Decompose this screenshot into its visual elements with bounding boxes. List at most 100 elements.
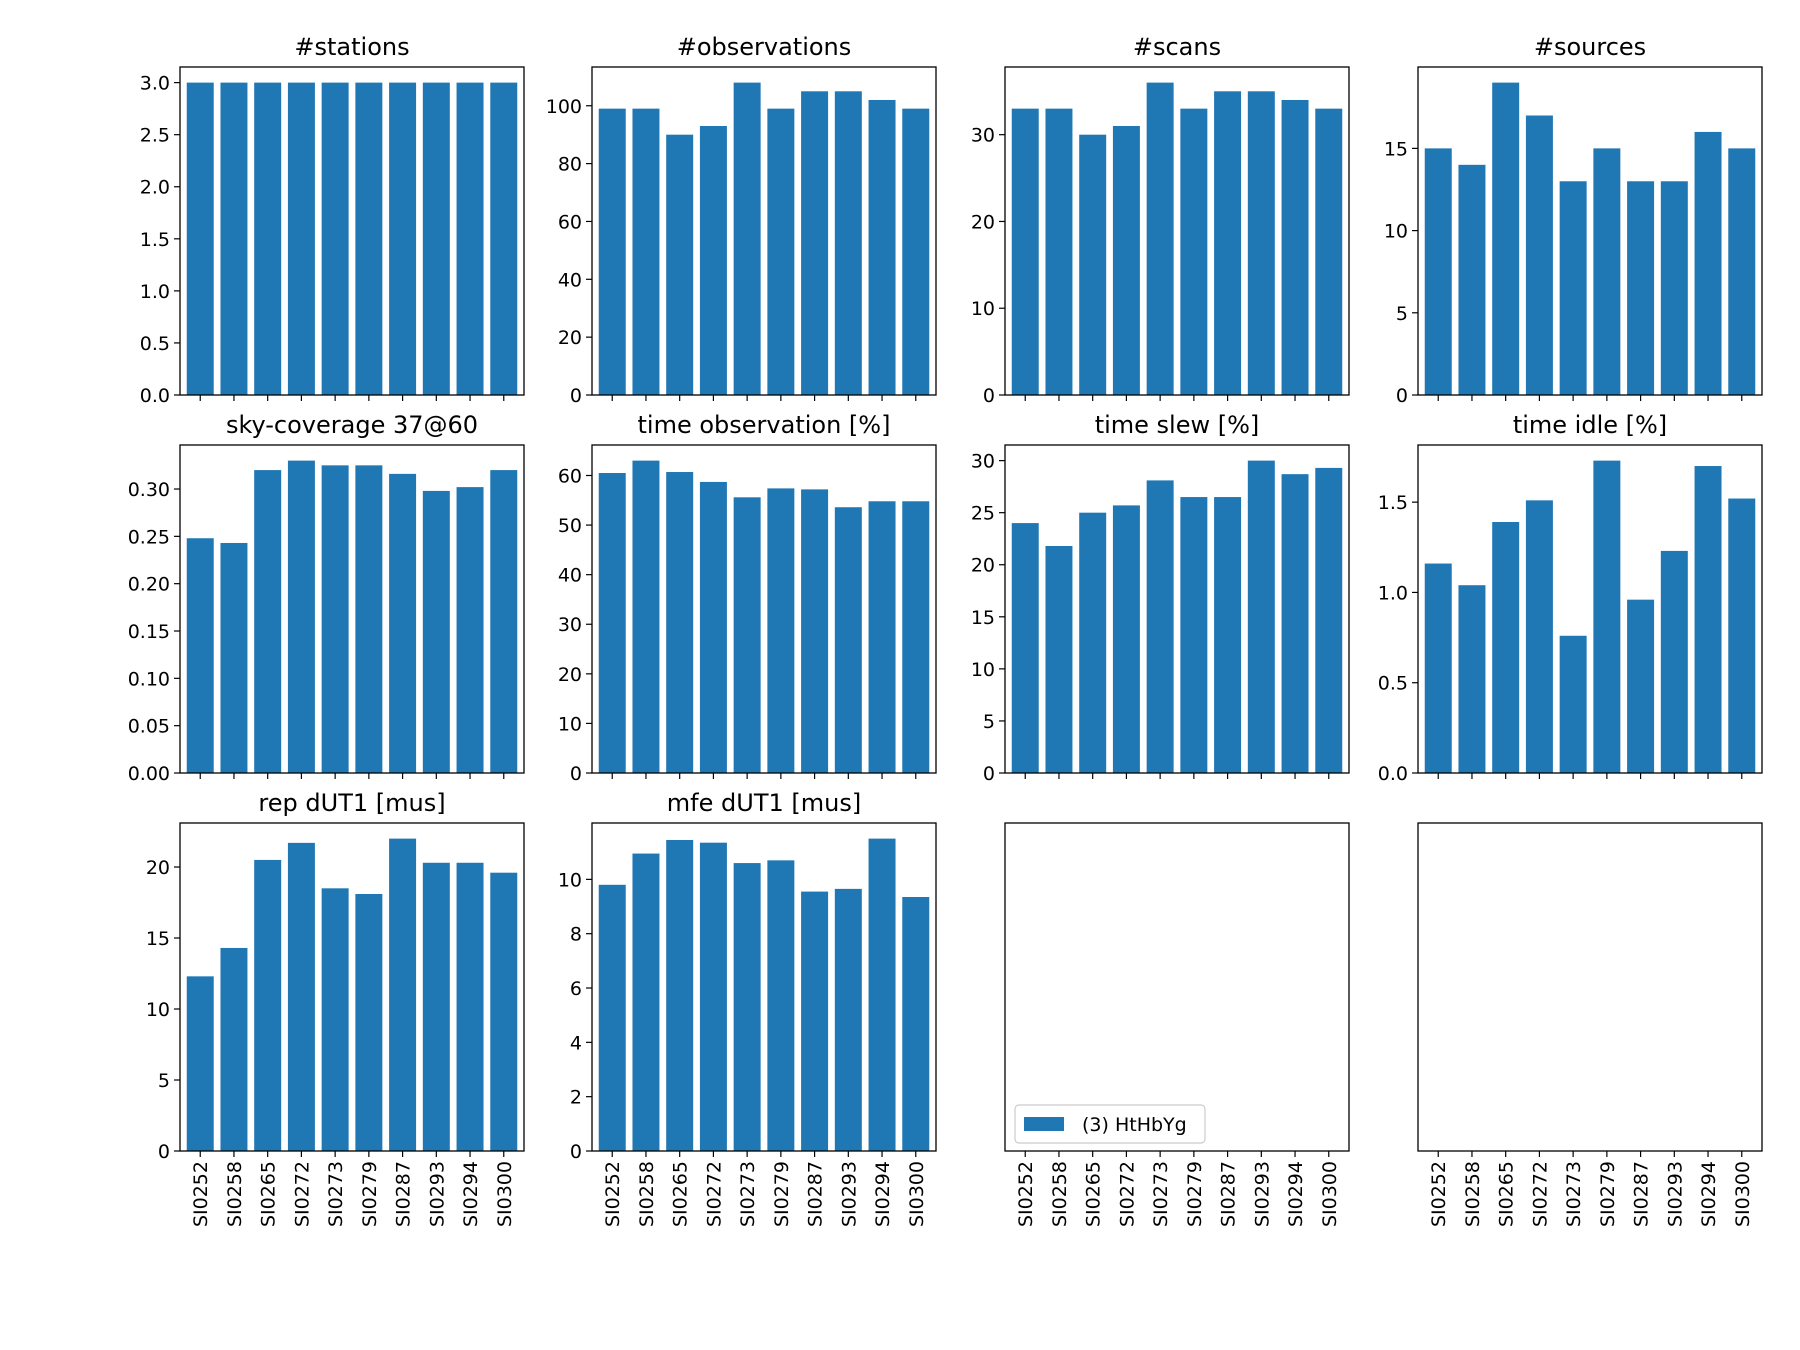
subplot-title: rep dUT1 [mus] bbox=[258, 789, 445, 817]
y-tick-label: 20 bbox=[558, 664, 582, 686]
legend-label: (3) HtHbYg bbox=[1082, 1114, 1187, 1136]
subplot-4: 0 5 10 15 #sources bbox=[1384, 33, 1763, 407]
y-tick-label: 80 bbox=[558, 154, 582, 176]
bar-SI0265 bbox=[1492, 522, 1520, 773]
y-tick-label: 0.15 bbox=[128, 621, 170, 643]
axes-frame bbox=[1004, 444, 1350, 774]
bar-SI0273 bbox=[321, 82, 349, 396]
bar-SI0287 bbox=[1214, 91, 1242, 396]
x-tick-label-SI0272: SI0272 bbox=[291, 1161, 313, 1227]
y-tick-label: 0.5 bbox=[1378, 673, 1408, 695]
bar-SI0258 bbox=[632, 460, 660, 773]
x-tick-label-SI0258: SI0258 bbox=[636, 1161, 658, 1227]
y-tick-label: 25 bbox=[971, 503, 995, 525]
x-tick-label-SI0252: SI0252 bbox=[190, 1161, 212, 1227]
y-tick-label: 50 bbox=[558, 515, 582, 537]
bar-SI0293 bbox=[834, 888, 862, 1151]
y-tick-label: 0.20 bbox=[128, 574, 170, 596]
axes-frame bbox=[591, 822, 937, 1152]
axes-frame bbox=[1417, 444, 1763, 774]
y-tick-label: 0.5 bbox=[140, 333, 170, 355]
y-tick-label: 10 bbox=[1384, 221, 1408, 243]
bar-SI0273 bbox=[1559, 635, 1587, 773]
x-tick-label-SI0300: SI0300 bbox=[1732, 1161, 1754, 1227]
bar-SI0273 bbox=[733, 82, 761, 396]
x-tick-label-SI0279: SI0279 bbox=[359, 1161, 381, 1227]
x-tick-label-SI0272: SI0272 bbox=[1529, 1161, 1551, 1227]
bar-SI0252 bbox=[1011, 108, 1039, 396]
y-tick-label: 0 bbox=[570, 763, 582, 785]
bar-SI0300 bbox=[902, 501, 930, 773]
y-tick-label: 20 bbox=[558, 327, 582, 349]
y-tick-label: 0.05 bbox=[128, 716, 170, 738]
y-tick-label: 30 bbox=[971, 125, 995, 147]
bar-SI0293 bbox=[1660, 181, 1688, 395]
bar-SI0252 bbox=[1424, 563, 1452, 773]
y-tick-label: 30 bbox=[558, 614, 582, 636]
x-tick-label-SI0258: SI0258 bbox=[1049, 1161, 1071, 1227]
bar-SI0300 bbox=[490, 872, 518, 1151]
bar-SI0294 bbox=[868, 501, 896, 773]
bar-SI0272 bbox=[287, 460, 315, 773]
subplot-title: time idle [%] bbox=[1513, 411, 1667, 439]
bar-SI0300 bbox=[1728, 148, 1756, 395]
bar-SI0293 bbox=[422, 82, 450, 396]
bar-SI0258 bbox=[220, 947, 248, 1151]
y-tick-label: 20 bbox=[146, 857, 170, 879]
x-tick-label-SI0287: SI0287 bbox=[1218, 1161, 1240, 1227]
y-tick-label: 0.10 bbox=[128, 668, 170, 690]
bar-SI0294 bbox=[456, 862, 484, 1151]
y-tick-label: 0.25 bbox=[128, 526, 170, 548]
y-tick-label: 20 bbox=[971, 555, 995, 577]
axes-frame bbox=[179, 444, 525, 774]
subplot-title: time observation [%] bbox=[638, 411, 891, 439]
subplot-title: #sources bbox=[1534, 33, 1646, 61]
x-tick-label-SI0273: SI0273 bbox=[325, 1161, 347, 1227]
bar-SI0258 bbox=[632, 853, 660, 1151]
x-tick-label-SI0294: SI0294 bbox=[1698, 1161, 1720, 1227]
y-tick-label: 6 bbox=[570, 978, 582, 1000]
bar-SI0300 bbox=[490, 470, 518, 773]
y-tick-label: 15 bbox=[971, 607, 995, 629]
x-tick-label-SI0265: SI0265 bbox=[1496, 1161, 1518, 1227]
x-tick-label-SI0272: SI0272 bbox=[1116, 1161, 1138, 1227]
bar-SI0258 bbox=[220, 82, 248, 396]
y-tick-label: 10 bbox=[146, 999, 170, 1021]
bar-SI0273 bbox=[733, 863, 761, 1151]
bar-SI0294 bbox=[456, 82, 484, 396]
bar-SI0265 bbox=[1079, 512, 1107, 773]
y-tick-label: 5 bbox=[983, 711, 995, 733]
y-tick-label: 0.00 bbox=[128, 763, 170, 785]
x-tick-label-SI0279: SI0279 bbox=[1184, 1161, 1206, 1227]
bar-SI0273 bbox=[733, 497, 761, 773]
y-tick-label: 0.0 bbox=[140, 385, 170, 407]
bar-SI0279 bbox=[1180, 108, 1208, 396]
y-tick-label: 0 bbox=[158, 1141, 170, 1163]
subplot-3: 0 10 20 30 #scans bbox=[971, 33, 1350, 407]
subplot-2: 0 20 40 60 80 100 #observations bbox=[546, 33, 937, 407]
bar-SI0265 bbox=[666, 472, 694, 773]
legend-swatch bbox=[1024, 1117, 1064, 1131]
bar-SI0272 bbox=[699, 126, 727, 395]
x-tick-label-SI0300: SI0300 bbox=[1319, 1161, 1341, 1227]
bar-SI0300 bbox=[902, 897, 930, 1151]
bar-SI0252 bbox=[186, 538, 214, 773]
y-tick-label: 40 bbox=[558, 565, 582, 587]
subplot-7: 0 5 10 15 20 25 30 time slew [%] bbox=[971, 411, 1350, 785]
x-tick-label-SI0293: SI0293 bbox=[1251, 1161, 1273, 1227]
bar-SI0265 bbox=[666, 839, 694, 1151]
x-tick-label-SI0272: SI0272 bbox=[703, 1161, 725, 1227]
x-tick-label-SI0287: SI0287 bbox=[805, 1161, 827, 1227]
axes-frame bbox=[1004, 66, 1350, 396]
bar-SI0293 bbox=[1247, 460, 1275, 773]
x-tick-label-SI0265: SI0265 bbox=[670, 1161, 692, 1227]
x-tick-label-SI0294: SI0294 bbox=[1285, 1161, 1307, 1227]
legend-box bbox=[1014, 1104, 1206, 1144]
bar-SI0279 bbox=[767, 108, 795, 396]
bar-SI0273 bbox=[1146, 82, 1174, 396]
bar-SI0279 bbox=[355, 465, 383, 773]
bar-SI0294 bbox=[868, 838, 896, 1151]
subplot-6: 0 10 20 30 40 50 60 time observation [%] bbox=[558, 411, 937, 785]
subplot-title: #stations bbox=[294, 33, 409, 61]
subplot-1: 0.0 0.5 1.0 1.5 2.0 2.5 3.0 #stations bbox=[140, 33, 525, 407]
